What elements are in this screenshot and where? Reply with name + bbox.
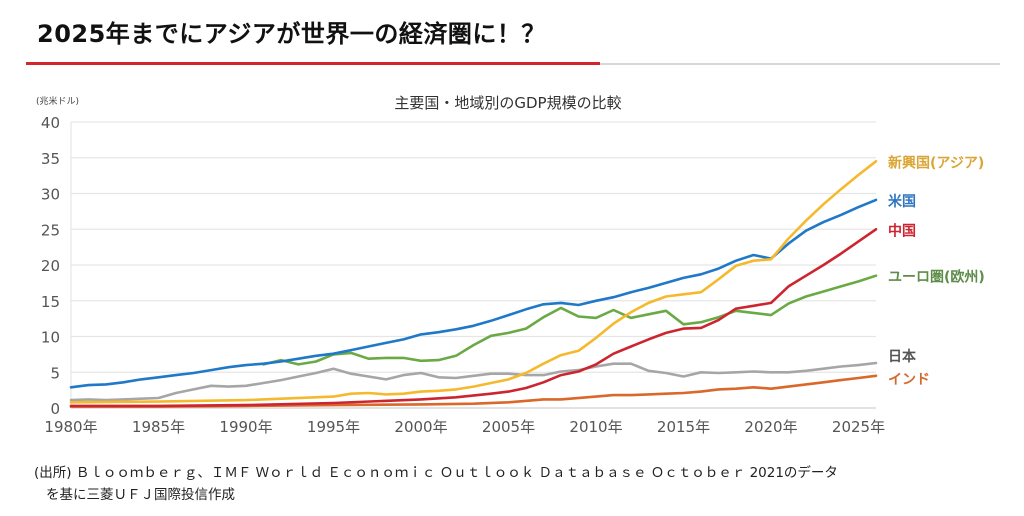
x-tick-label: 2005年 [482,418,535,436]
x-tick-label: 1985年 [132,418,185,436]
x-axis-ticks: 1980年 1985年 1990年 1995年 2000年 2005年 2010年 2015年… [44,418,885,436]
y-tick-label: 5 [50,364,60,382]
y-tick-label: 35 [41,150,60,168]
chart-title: 主要国・地域別のGDP規模の比較 [394,94,621,112]
y-tick-label: 15 [41,293,60,311]
grid-lines [70,121,876,409]
y-axis-unit-label: (兆米ドル) [36,95,79,107]
x-tick-label: 2010年 [569,418,622,436]
y-tick-label: 10 [41,329,60,347]
source-line-2: を基に三菱ＵＦＪ国際投信作成 [46,487,235,503]
series-lines [69,160,878,408]
y-tick-label: 40 [41,114,60,132]
series-line-3 [262,274,878,366]
series-line-5 [69,374,878,408]
gdp-line-chart: 主要国・地域別のGDP規模の比較 (兆米ドル) 0 5 10 15 20 25 30 35 40… [36,94,985,436]
y-tick-label: 0 [50,400,60,418]
y-axis-ticks: 0 5 10 15 20 25 30 35 40 [41,114,60,418]
headline-underline [600,63,1000,65]
series-label: 新興国(アジア) [888,154,984,171]
page-headline: 2025年までにアジアが世界一の経済圏に！？ [37,20,546,48]
x-tick-label: 2020年 [744,418,797,436]
headline-underline-accent [26,62,600,65]
x-tick-label: 1980年 [44,418,97,436]
series-label: インド [888,372,930,388]
x-tick-label: 1995年 [307,418,360,436]
x-tick-label: 2000年 [394,418,447,436]
x-tick-label: 1990年 [219,418,272,436]
series-line-1 [69,198,878,389]
series-label: 米国 [888,193,916,210]
series-line-2 [69,228,878,408]
x-tick-label: 2025年 [832,418,885,436]
source-line-1: (出所) Ｂｌｏｏｍｂｅｒｇ、ＩＭＦ Ｗｏｒｌｄ Ｅｃｏｎｏｍｉｃ Ｏｕｔｌｏｏ… [34,465,838,481]
series-line-0 [69,160,878,404]
series-label: ユーロ圏(欧州) [888,269,985,286]
source-note: (出所) Ｂｌｏｏｍｂｅｒｇ、ＩＭＦ Ｗｏｒｌｄ Ｅｃｏｎｏｍｉｃ Ｏｕｔｌｏｏ… [34,462,838,506]
y-tick-label: 20 [41,257,60,275]
series-label: 日本 [888,348,917,365]
series-line-4 [69,361,878,402]
series-label: 中国 [888,222,916,239]
x-tick-label: 2015年 [657,418,710,436]
y-tick-label: 30 [41,186,60,204]
y-tick-label: 25 [41,221,60,239]
